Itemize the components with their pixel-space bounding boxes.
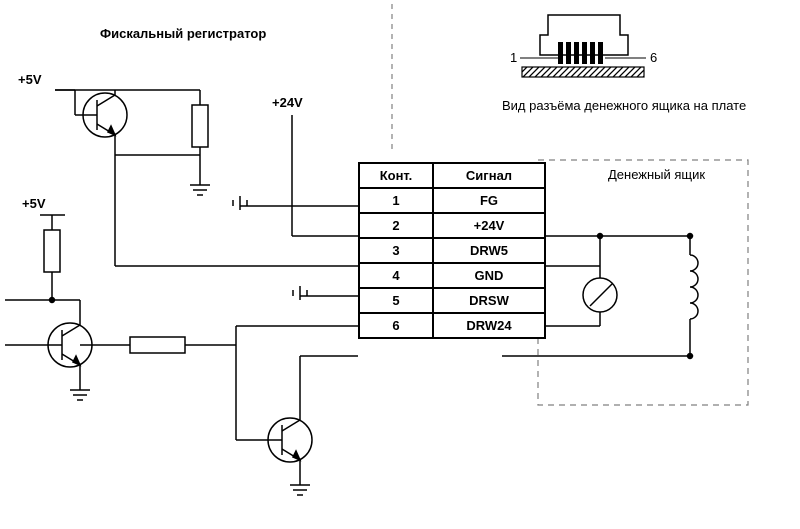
label-5v-top: +5V xyxy=(18,72,42,87)
table-header-row: Конт. Сигнал xyxy=(359,163,545,188)
cashdrawer-box xyxy=(538,160,748,405)
title-left: Фискальный регистратор xyxy=(100,26,266,41)
label-cashdrawer: Денежный ящик xyxy=(608,167,705,182)
label-pin1: 1 xyxy=(510,50,517,65)
upper-stage xyxy=(55,90,358,266)
bottom-stage xyxy=(236,345,358,495)
title-connector: Вид разъёма денежного ящика на плате xyxy=(502,98,746,113)
label-5v-bottom: +5V xyxy=(22,196,46,211)
col-header-sig: Сигнал xyxy=(433,163,545,188)
table-row: 3DRW5 xyxy=(359,238,545,263)
label-pin6: 6 xyxy=(650,50,657,65)
table-row: 2+24V xyxy=(359,213,545,238)
col-header-num: Конт. xyxy=(359,163,433,188)
label-24v: +24V xyxy=(272,95,303,110)
lower-stage xyxy=(5,215,358,400)
pin-table: Конт. Сигнал 1FG 2+24V 3DRW5 4GND 5DRSW … xyxy=(358,162,546,339)
table-row: 1FG xyxy=(359,188,545,213)
table-row: 4GND xyxy=(359,263,545,288)
table-row: 5DRSW xyxy=(359,288,545,313)
table-row: 6DRW24 xyxy=(359,313,545,338)
rj-connector xyxy=(520,15,646,77)
